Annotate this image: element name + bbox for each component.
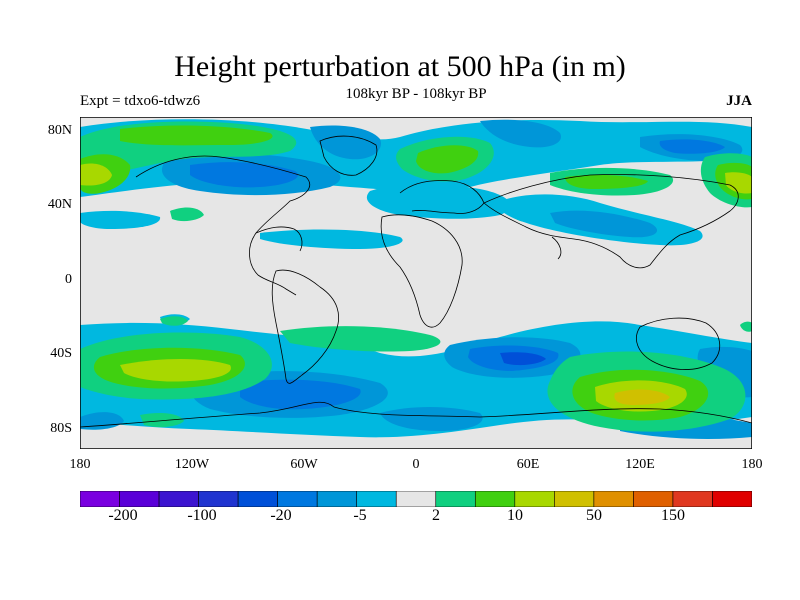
colorbar-swatch-6 [316,491,358,507]
colorbar-label--100: -100 [187,507,217,524]
lon-label-120e: 120E [625,457,655,472]
colorbar-swatch-9 [435,491,476,507]
colorbar-label--200: -200 [108,507,138,524]
map-title: Height perturbation at 500 hPa (in m) [174,50,626,83]
colorbar-swatch-14 [633,491,674,507]
lat-label-80s: 80S [50,421,72,436]
colorbar-swatch-12 [554,491,595,507]
colorbar-label--20: -20 [270,507,292,524]
lon-label-180e: 180 [741,457,763,472]
colorbar-swatch-13 [593,491,634,507]
colorbar-swatch-5 [277,491,318,507]
lon-label-60e: 60E [516,457,540,472]
colorbar-label--5: -5 [353,507,367,524]
season-label: JJA [726,93,752,109]
colorbar-swatch-11 [514,491,555,507]
colorbar-swatch-16 [712,491,752,507]
colorbar-swatch-4 [237,491,278,507]
colorbar-label-2: 2 [432,507,440,524]
colorbar-swatch-1 [119,491,160,507]
lat-label-40n: 40N [47,197,72,212]
colorbar-label-150: 150 [661,507,685,524]
experiment-label: Expt = tdxo6-tdwz6 [80,93,201,109]
height-perturbation-map [80,117,752,449]
colorbar-swatch-2 [158,491,199,507]
colorbar-swatch-10 [474,491,516,507]
lat-label-eq: 0 [65,272,72,287]
colorbar-swatch-8 [395,491,437,507]
colorbar-label-10: 10 [507,507,523,524]
colorbar-swatch-0 [80,491,120,507]
colorbar [80,491,752,507]
colorbar-swatch-15 [672,491,713,507]
colorbar-label-50: 50 [586,507,602,524]
lon-label-120w: 120W [174,457,210,472]
lon-label-60w: 60W [290,457,318,472]
contour-positive-south [80,316,752,432]
lon-label-180w: 180 [69,457,91,472]
contour-negative-midnorth [80,184,703,249]
lat-label-40s: 40S [50,346,72,361]
coastlines [80,135,752,428]
colorbar-swatch-7 [356,491,397,507]
colorbar-swatch-3 [198,491,239,507]
subtitle: 108kyr BP - 108kyr BP [345,86,487,102]
lat-label-80n: 80N [47,123,72,138]
lon-label-0: 0 [412,457,420,472]
